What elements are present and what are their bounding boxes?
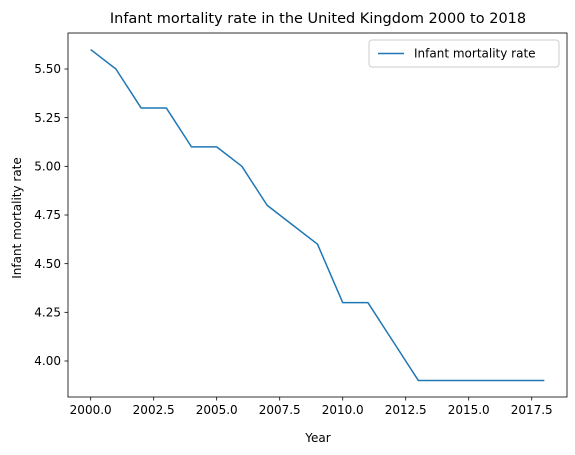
y-tick-label: 4.00 xyxy=(34,354,61,368)
x-tick-label: 2015.0 xyxy=(448,403,490,417)
x-tick-label: 2007.5 xyxy=(259,403,301,417)
y-tick-label: 5.00 xyxy=(34,160,61,174)
series-line xyxy=(90,48,545,382)
y-tick-label: 5.25 xyxy=(34,111,61,125)
axes-frame xyxy=(67,32,568,398)
y-axis-label: Infant mortality rate xyxy=(10,157,24,279)
x-tick-label: 2000.0 xyxy=(70,403,112,417)
y-tick-label: 4.50 xyxy=(34,257,61,271)
chart-title: Infant mortality rate in the United King… xyxy=(110,11,526,27)
y-tick-label: 5.50 xyxy=(34,62,61,76)
x-tick-label: 2012.5 xyxy=(385,403,427,417)
x-tick-label: 2005.0 xyxy=(196,403,238,417)
legend-box xyxy=(368,39,560,68)
x-axis-label: Year xyxy=(304,431,330,445)
y-tick-label: 4.25 xyxy=(34,306,61,320)
plot-area: 2000.0 2002.5 2005.0 2007.5 2010.0 2012.5 2015… xyxy=(34,32,568,417)
x-tick-label: 2002.5 xyxy=(133,403,175,417)
y-tick-label: 4.75 xyxy=(34,208,61,222)
legend-label: Infant mortality rate xyxy=(414,47,536,61)
x-tick-label: 2010.0 xyxy=(322,403,364,417)
x-tick-label: 2017.5 xyxy=(511,403,553,417)
